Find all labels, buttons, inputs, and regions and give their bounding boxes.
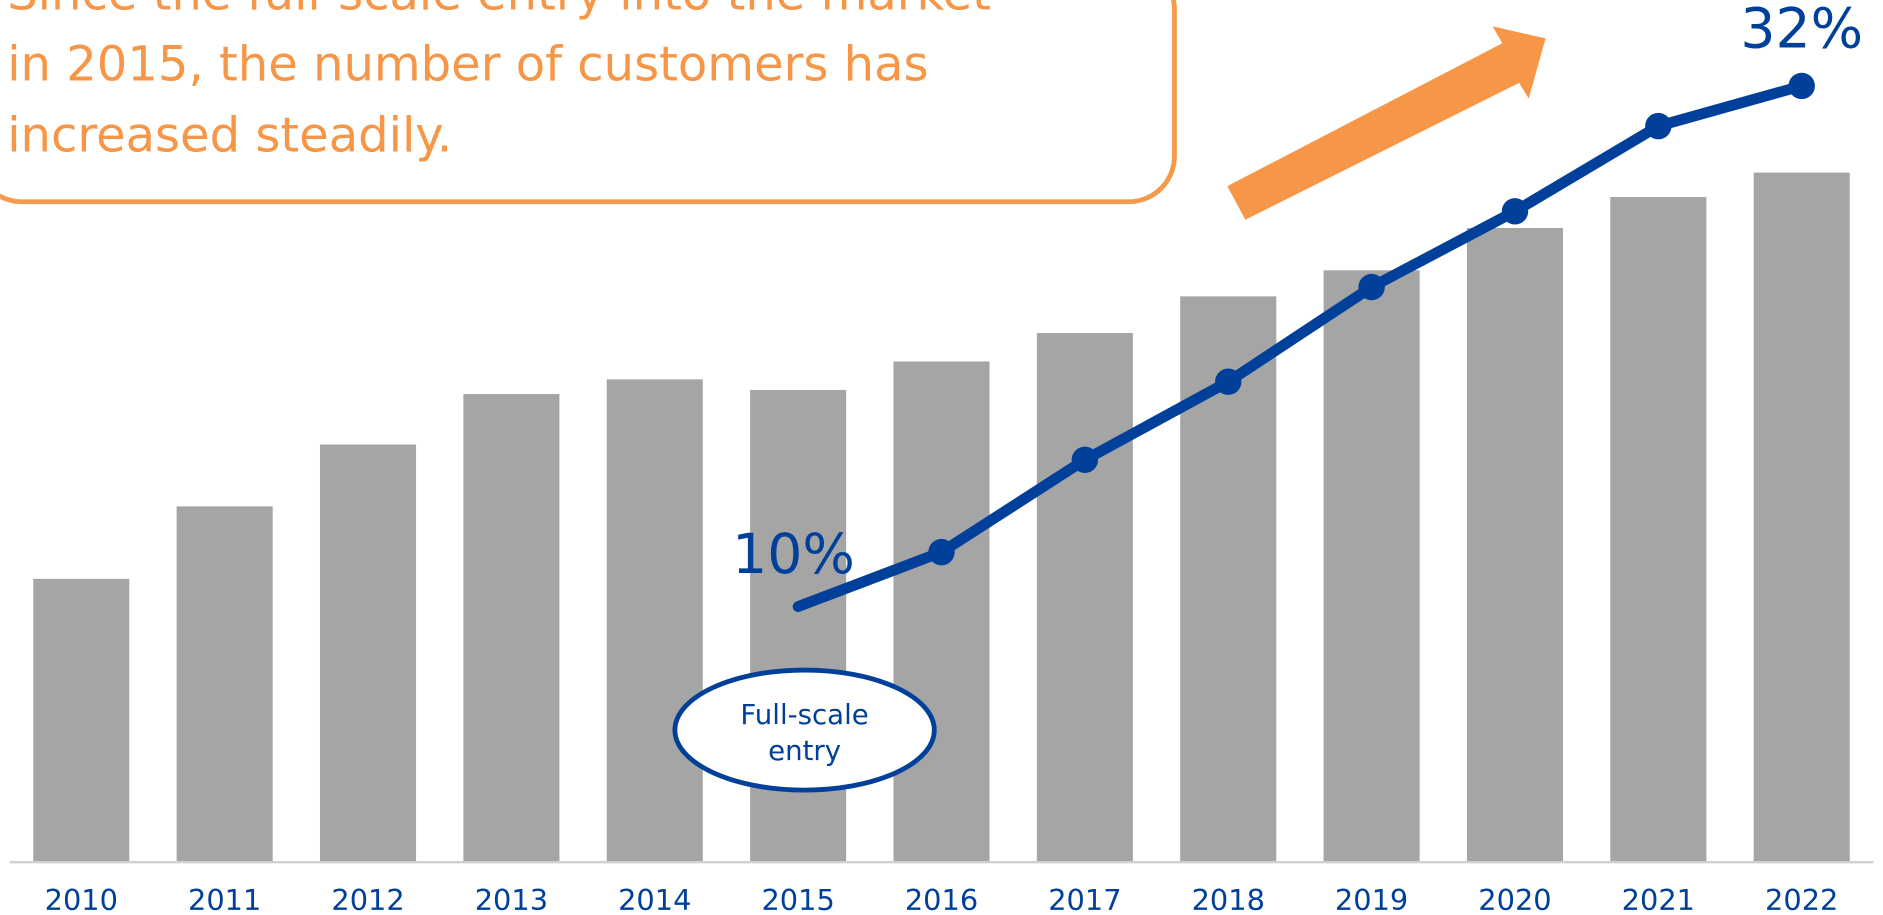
line-point — [1788, 72, 1815, 100]
line-point — [1645, 112, 1672, 140]
x-tick-label: 2016 — [905, 883, 978, 915]
bar — [33, 578, 130, 863]
line-point — [1071, 446, 1099, 474]
line-point — [1358, 273, 1385, 301]
line-point — [928, 538, 955, 566]
x-tick-label: 2012 — [331, 883, 404, 915]
x-tick-label: 2018 — [1192, 883, 1265, 915]
line — [792, 80, 1808, 612]
x-tick-label: 2014 — [618, 883, 691, 915]
bar — [893, 361, 990, 863]
bar — [1036, 332, 1133, 863]
x-tick-label: 2020 — [1478, 883, 1551, 915]
callout-box — [0, 0, 1177, 205]
trend-arrow — [1227, 26, 1546, 220]
bar — [463, 394, 560, 863]
x-tick-label: 2013 — [475, 883, 548, 915]
callout-text: increased steadily. — [7, 107, 452, 163]
bar — [1610, 197, 1707, 863]
x-tick-label: 2017 — [1048, 883, 1121, 915]
x-tick-label: 2010 — [45, 883, 118, 915]
x-tick-label: 2019 — [1335, 883, 1408, 915]
bar — [606, 379, 703, 863]
annotation-text: Full-scale — [740, 698, 868, 731]
x-tick-label: 2015 — [761, 883, 834, 915]
bar — [1323, 270, 1420, 863]
x-tick-label: 2022 — [1765, 883, 1838, 915]
data-label: 10% — [732, 523, 855, 587]
bar — [1466, 227, 1564, 863]
bar — [1753, 172, 1850, 863]
bar — [176, 506, 273, 863]
bar — [319, 444, 417, 863]
line-point — [1215, 368, 1242, 395]
data-label: 32% — [1740, 0, 1863, 61]
x-tick-label: 2011 — [188, 883, 261, 915]
callout-text: in 2015, the number of customers has — [7, 36, 928, 92]
x-tick-label: 2021 — [1622, 883, 1695, 915]
annotation-ellipse — [672, 667, 937, 793]
line-point — [1501, 198, 1529, 225]
callout-text: Since the full-scale entry into the mark… — [7, 0, 991, 22]
annotation-text: entry — [768, 734, 841, 767]
